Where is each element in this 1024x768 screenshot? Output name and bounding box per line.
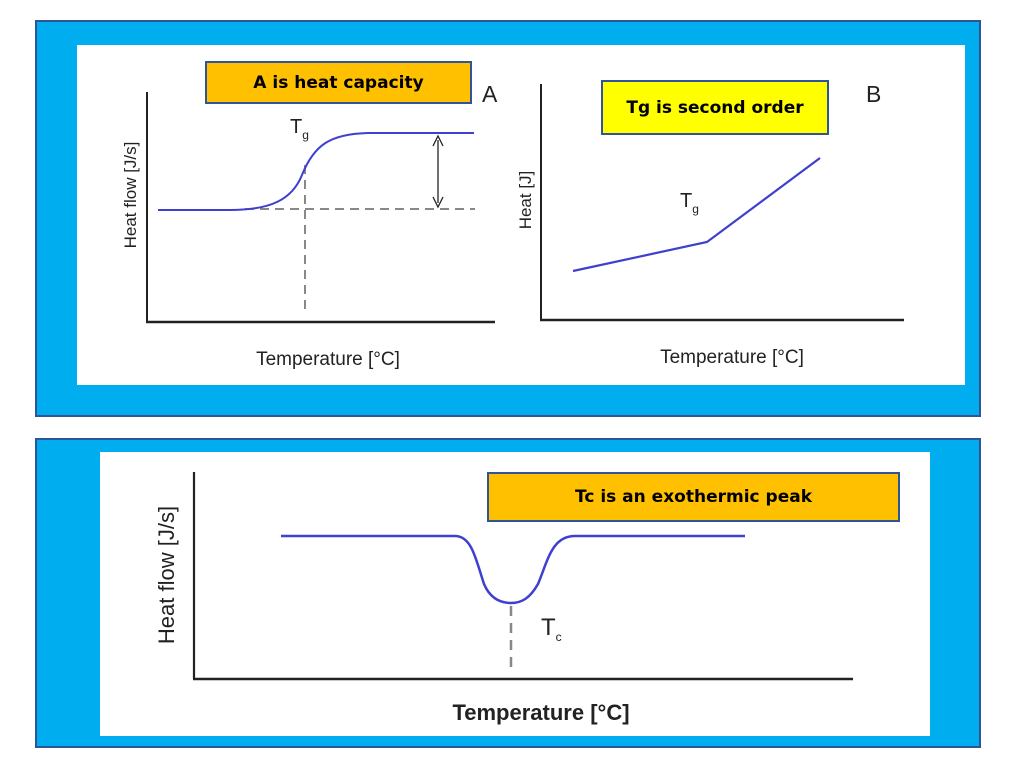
plot-b-curve [572,157,821,273]
callout-second-order: Tg is second order [601,80,829,135]
plot-b-xlabel: Temperature [°C] [660,347,804,368]
plot-c-ylabel: Heat flow [J/s] [154,506,179,644]
plot-b-panel-letter: B [866,81,881,107]
plot-a-arrowhead-down [432,196,444,209]
plot-b-ylabel: Heat [J] [516,171,535,230]
plot-a-panel-letter: A [482,81,498,107]
callout-heat-capacity: A is heat capacity [205,61,472,104]
plot-a-ylabel: Heat flow [J/s] [121,142,140,249]
plot-c-curve [281,534,745,605]
plot-b-tg-label: Tg [680,190,699,216]
plot-c: Tc Heat flow [J/s] Temperature [°C] [154,472,853,725]
plot-c-tc-label: Tc [541,614,562,644]
plot-c-xlabel: Temperature [°C] [452,700,629,725]
callout-exothermic-peak: Tc is an exothermic peak [487,472,900,522]
plot-a-tg-label: Tg [290,116,309,142]
plot-a-curve [158,132,474,211]
plot-a: Tg A Heat flow [J/s] Temperature [°C] [121,81,498,370]
plot-a-xlabel: Temperature [°C] [256,349,400,370]
plot-a-arrowhead-up [432,134,444,147]
plot-b: Tg B Heat [J] Temperature [°C] [516,81,904,368]
